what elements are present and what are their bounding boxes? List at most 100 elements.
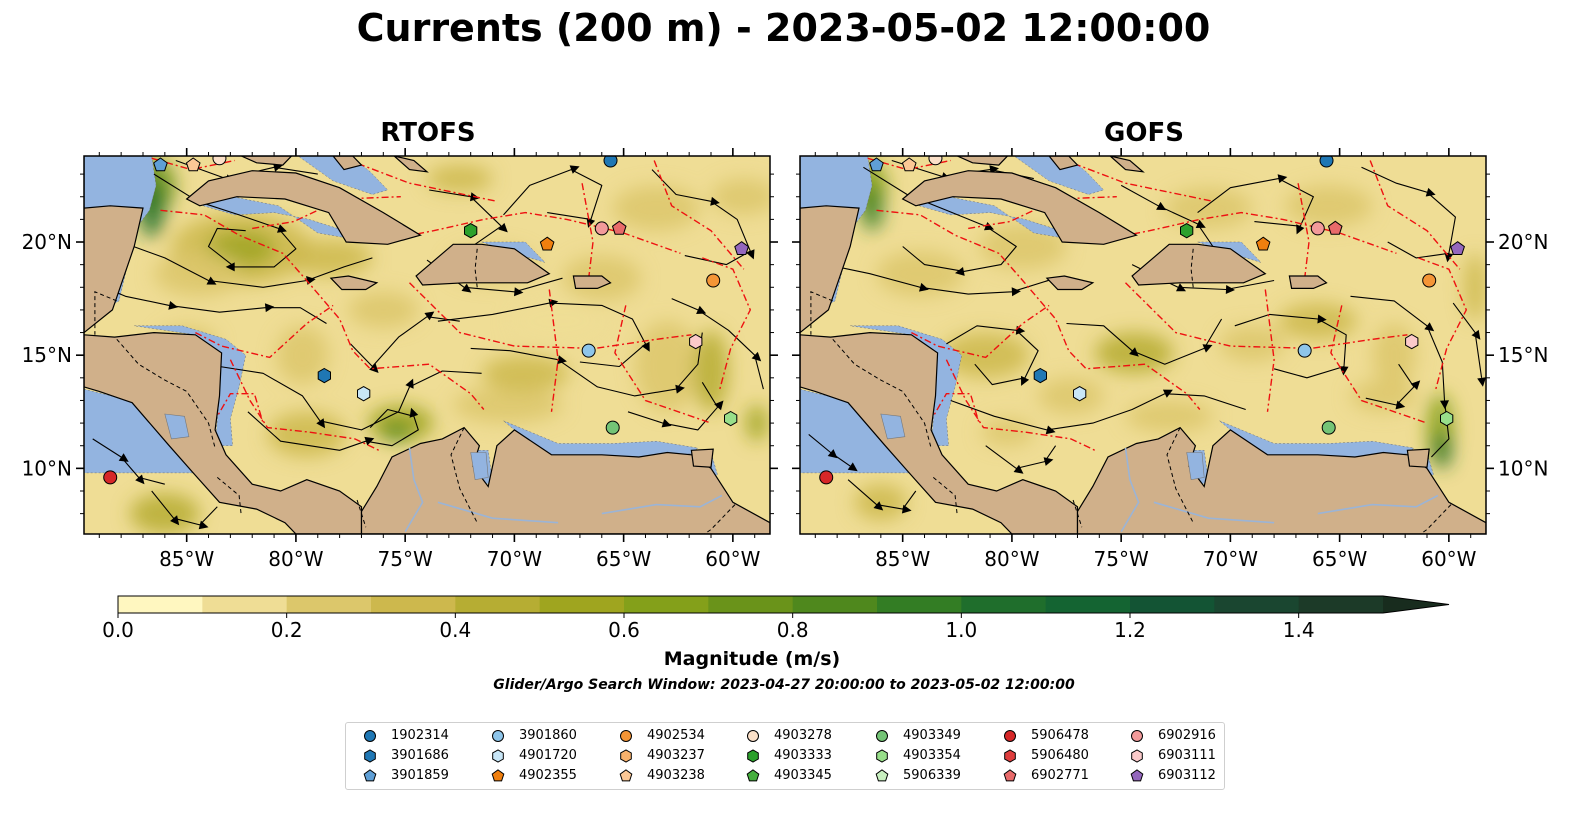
legend-label: 4903345 [774,768,832,783]
legend-marker [1004,748,1016,763]
legend-label: 4903354 [903,748,961,763]
legend-item: 6902916 [1130,726,1216,745]
streamline-arrow [461,283,472,293]
float-marker [1405,333,1419,350]
shelf-water-bahamabank [297,156,389,195]
colorbar-bin [1298,596,1384,613]
colorbar-bin [624,596,709,613]
streamline [503,169,603,220]
legend-item: 1902314 [363,726,449,745]
legend-label: 3901686 [391,748,449,763]
velocity-cell [711,178,770,215]
streamline [151,490,218,526]
colorbar-tick-label: 0.4 [439,618,471,642]
velocity-cell [1219,325,1286,362]
float-marker [539,236,555,251]
legend-marker [364,748,376,763]
streamline [429,189,502,245]
legend-marker [620,729,632,742]
colorbar-tick-label: 1.0 [945,618,977,642]
colorbar-bin [792,596,878,613]
streamline-arrow [168,301,178,310]
legend-marker [746,768,760,781]
gofs-panel-title: GOFS [1104,118,1184,148]
streamline [1120,184,1214,247]
legend-marker [1003,768,1017,781]
velocity-cell [1350,380,1417,412]
float-marker [357,386,371,402]
legend-label: 6903112 [1158,768,1216,783]
magnitude-colorbar: 0.0 0.2 0.4 0.6 0.8 1.0 1.2 1.4 [102,595,1450,642]
lon-tick-label: 85°W [875,547,930,571]
lake [1186,452,1205,481]
hexagon-marker-icon [620,748,632,763]
float-marker [706,273,721,288]
colorbar-bin [961,596,1047,613]
eez-line [1059,157,1214,202]
streamline-arrow [170,515,180,526]
float-marker [819,470,834,485]
eez-line [1369,160,1461,270]
lon-tick-label: 75°W [378,547,433,571]
colorbar-tick-label: 0.6 [608,618,640,642]
lat-tick-label: 15°N [1498,343,1548,367]
shelf-water-pacific [84,388,194,474]
legend-label: 4903349 [903,728,961,743]
float-legend: 1902314 3901686 3901859 3901860 4901720 49023… [345,722,1225,790]
velocity-cell [427,165,493,193]
float-marker [103,470,118,485]
lat-tick-label: 20°N [1498,230,1548,254]
streamline [247,408,419,451]
gofs-map: 85°W 80°W 75°W 70°W 65°W 60°W 10°N 15°N 20°N [792,148,1548,571]
streamline-arrow [1195,219,1206,228]
streamline [671,298,764,390]
legend-item: 5906339 [875,766,961,785]
velocity-cell [284,239,373,276]
eez-line [548,289,559,412]
pentagon-marker-icon [363,768,377,781]
legend-item: 4903354 [875,746,961,765]
streamline-arrow [1317,314,1327,324]
streamline [120,241,373,288]
lake [164,413,190,440]
legend-marker [363,768,377,781]
country-border [810,291,833,335]
float-marker [603,156,618,168]
streamline-arrow [206,276,217,285]
legend-item: 4903238 [619,766,705,785]
colorbar-bin [118,596,203,613]
pentagon-marker-icon [1003,768,1017,781]
lon-tick-label: 70°W [1203,547,1258,571]
streamline [1350,295,1450,458]
streamline-arrow [198,520,209,530]
velocity-cell [745,404,768,442]
legend-marker [492,748,504,763]
lat-tick-label: 10°N [1498,456,1548,480]
streamline-arrow [364,436,375,446]
river [437,501,559,524]
legend-item: 5906478 [1003,726,1089,745]
shelf-water-honduras [850,325,962,446]
lat-tick-label: 10°N [22,456,72,480]
legend-item: 3901859 [363,766,449,785]
legend-marker [875,768,889,781]
eez-line [968,196,1117,230]
legend-item: 5906480 [1003,746,1089,765]
velocity-cell [876,251,964,297]
legend-label: 4902534 [647,728,705,743]
streamline [627,382,719,431]
legend-item: 4901720 [491,746,577,765]
streamline-arrow [1410,380,1421,390]
float-marker [212,156,227,166]
streamline-arrow [1277,174,1288,184]
land-southam [1076,426,1486,534]
pentagon-marker-icon [491,768,505,781]
lon-tick-label: 65°W [596,547,651,571]
lat-tick-label: 15°N [22,343,72,367]
legend-marker [364,729,376,742]
pentagon-marker-icon [1130,768,1144,781]
river [1120,447,1140,533]
float-marker [689,333,703,350]
streamline-arrow [409,407,419,418]
land-yucatan [84,156,144,334]
